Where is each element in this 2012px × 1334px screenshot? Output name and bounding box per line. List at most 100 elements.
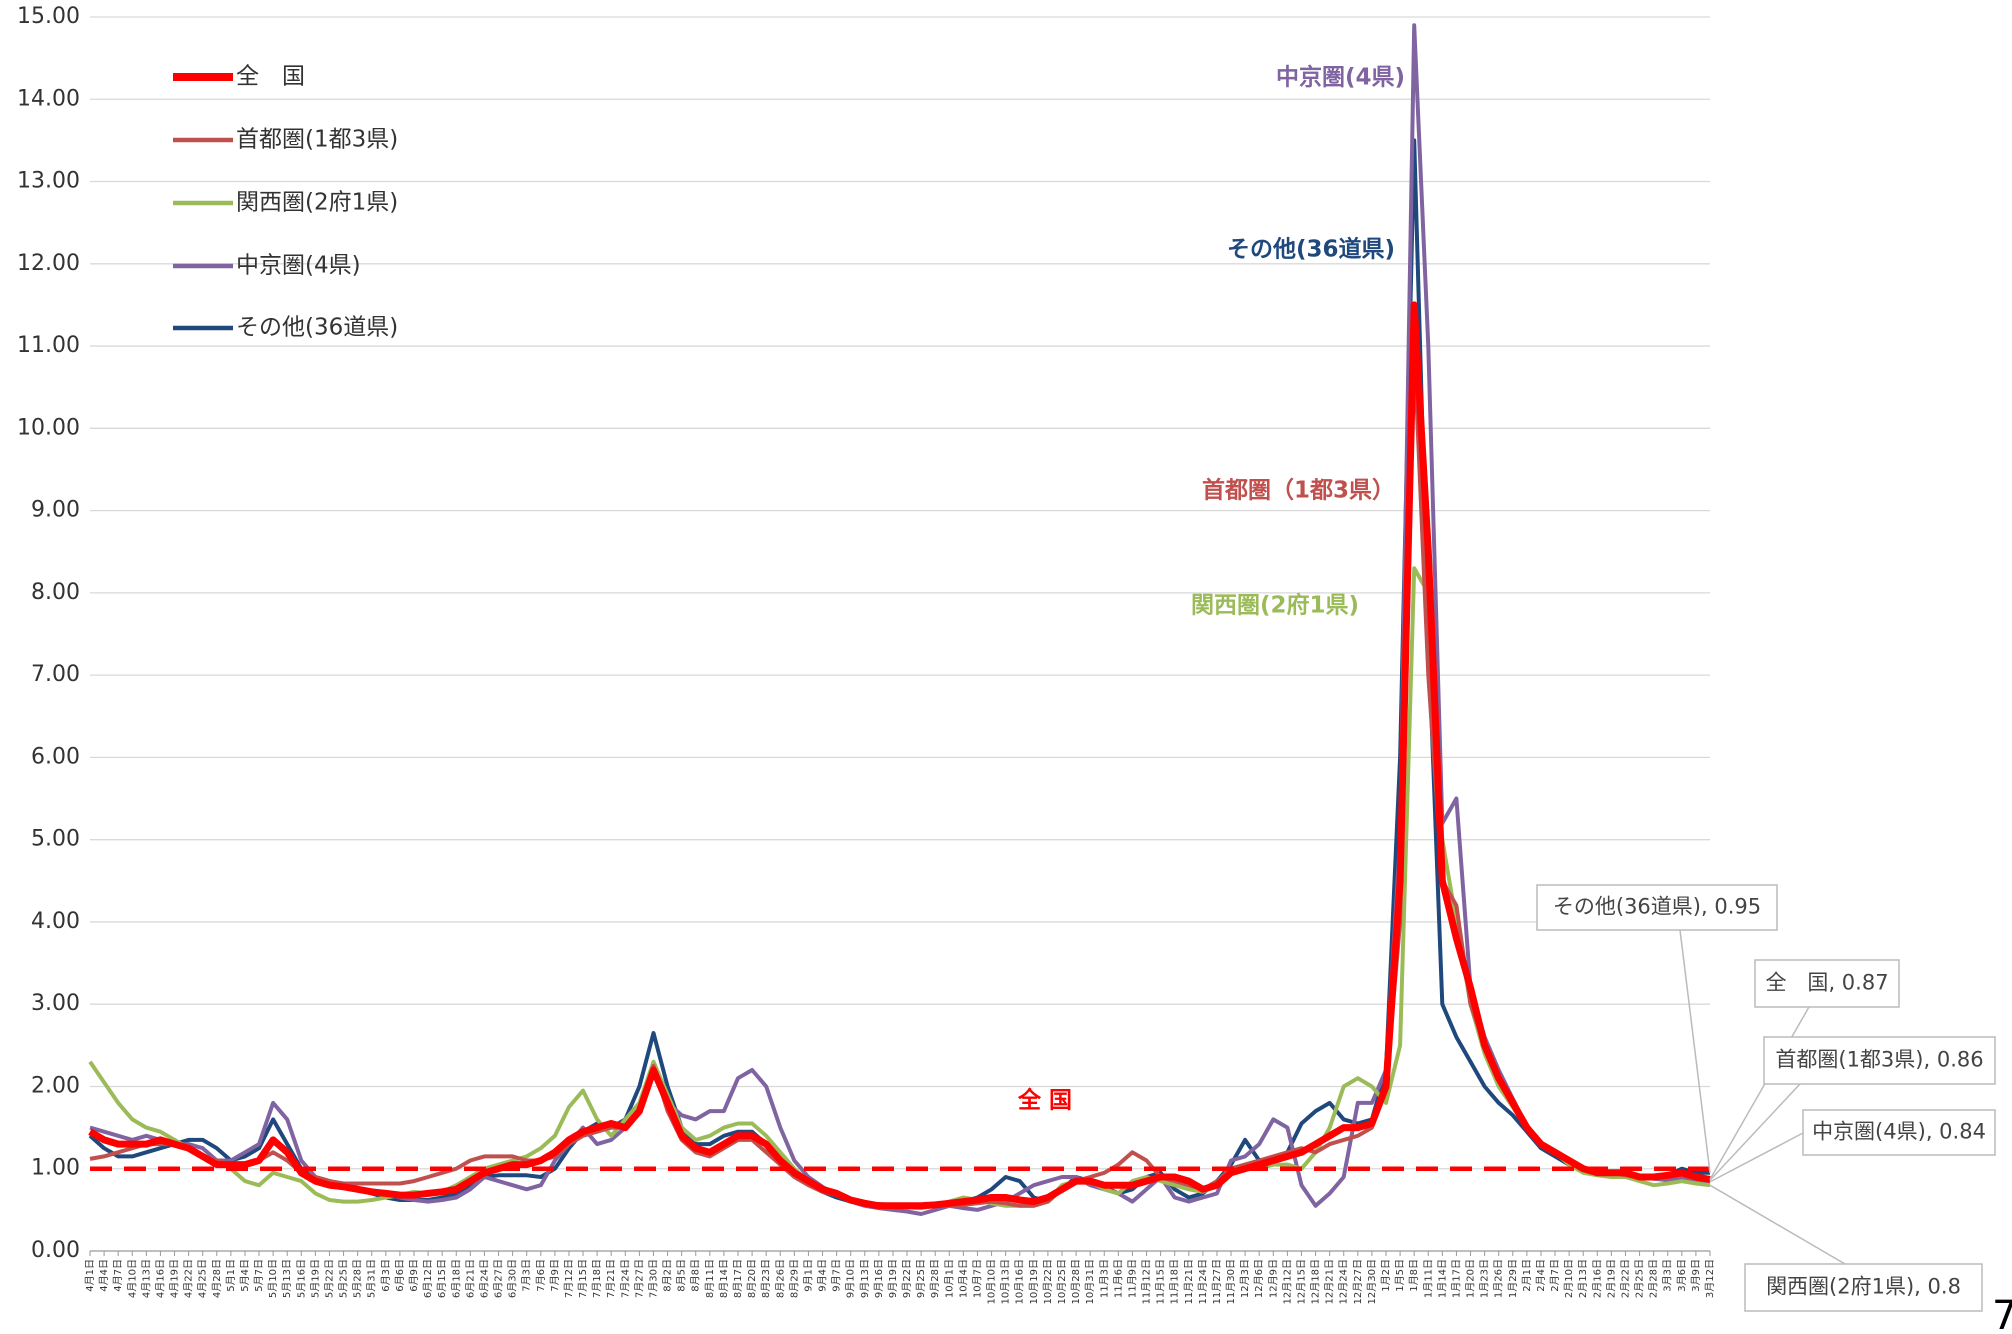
x-tick-label: 1月23日 xyxy=(1479,1259,1491,1298)
x-tick-label: 10月25日 xyxy=(1056,1259,1068,1304)
x-tick-label: 10月19日 xyxy=(1028,1259,1040,1304)
x-tick-label: 5月22日 xyxy=(323,1259,335,1298)
x-tick-label: 9月4日 xyxy=(817,1259,829,1292)
x-tick-label: 5月4日 xyxy=(239,1259,251,1292)
annotation: 中京圏(4県) xyxy=(1276,64,1405,91)
series-line xyxy=(88,301,1711,1210)
x-tick-label: 11月27日 xyxy=(1211,1259,1223,1304)
callout-leader xyxy=(1709,1083,1801,1181)
callout-name: 首都圏(1都3県) xyxy=(1775,1048,1923,1072)
x-tick-label: 7月12日 xyxy=(563,1259,575,1298)
x-tick-label: 10月7日 xyxy=(971,1259,983,1298)
callout-value: 0.84 xyxy=(1939,1120,1986,1144)
x-tick-label: 10月31日 xyxy=(1084,1259,1096,1304)
x-tick-label: 12月30日 xyxy=(1366,1259,1378,1304)
callout-box xyxy=(1536,884,1778,931)
callout-value: 0.86 xyxy=(1937,1048,1984,1072)
x-tick-label: 2月22日 xyxy=(1619,1259,1631,1298)
x-tick-label: 6月6日 xyxy=(394,1259,406,1292)
annotation: 関西圏(2府1県) xyxy=(1191,592,1359,619)
x-tick-label: 7月6日 xyxy=(535,1259,547,1292)
series-line xyxy=(89,344,1711,1208)
x-tick-label: 4月7日 xyxy=(112,1259,124,1292)
y-tick-label: 1.00 xyxy=(31,1156,80,1181)
x-tick-label: 7月3日 xyxy=(521,1259,533,1292)
x-tick-label: 7月15日 xyxy=(577,1259,589,1298)
legend-label: 首都圏(1都3県) xyxy=(236,127,398,153)
x-tick-label: 3月6日 xyxy=(1676,1259,1688,1292)
x-tick-label: 10月22日 xyxy=(1042,1259,1054,1304)
y-tick-label: 9.00 xyxy=(31,498,80,523)
x-tick-label: 12月21日 xyxy=(1324,1259,1336,1304)
x-tick-label: 8月29日 xyxy=(788,1259,800,1298)
x-tick-label: 6月21日 xyxy=(464,1259,476,1298)
callout-label: その他(36道県), 0.95 xyxy=(1553,895,1761,919)
x-tick-label: 1月26日 xyxy=(1493,1259,1505,1298)
x-tick-label: 11月12日 xyxy=(1141,1259,1153,1304)
callout-name: 関西圏(2府1県) xyxy=(1766,1275,1914,1299)
x-tick-label: 11月30日 xyxy=(1225,1259,1237,1304)
callout-value: 0.95 xyxy=(1714,895,1761,919)
x-tick-label: 6月12日 xyxy=(422,1259,434,1298)
x-tick-label: 5月31日 xyxy=(366,1259,378,1298)
callout-box xyxy=(1754,959,1900,1008)
y-tick-label: 14.00 xyxy=(17,86,80,111)
x-tick-label: 11月24日 xyxy=(1197,1259,1209,1304)
x-tick-label: 5月25日 xyxy=(338,1259,350,1298)
callout-sep: , xyxy=(1923,1048,1936,1072)
callout-leader xyxy=(1709,1132,1804,1183)
x-tick-label: 12月3日 xyxy=(1239,1259,1251,1298)
x-tick-label: 6月24日 xyxy=(478,1259,490,1298)
callout-label: 首都圏(1都3県), 0.86 xyxy=(1775,1048,1983,1072)
y-tick-label: 11.00 xyxy=(17,333,80,358)
callout-box xyxy=(1802,1109,1996,1156)
x-tick-label: 7月21日 xyxy=(605,1259,617,1298)
y-tick-label: 5.00 xyxy=(31,827,80,852)
x-tick-label: 7月18日 xyxy=(591,1259,603,1298)
x-tick-label: 4月28日 xyxy=(211,1259,223,1298)
x-tick-label: 11月18日 xyxy=(1169,1259,1181,1304)
callout-leader xyxy=(1709,1006,1810,1180)
x-tick-label: 9月22日 xyxy=(901,1259,913,1298)
x-tick-label: 4月4日 xyxy=(98,1259,110,1292)
x-tick-label: 5月10日 xyxy=(267,1259,279,1298)
x-tick-label: 11月3日 xyxy=(1098,1259,1110,1298)
x-tick-label: 12月6日 xyxy=(1253,1259,1265,1298)
x-tick-label: 10月4日 xyxy=(957,1259,969,1298)
x-tick-label: 12月27日 xyxy=(1352,1259,1364,1304)
x-tick-label: 8月5日 xyxy=(676,1259,688,1292)
x-tick-label: 2月25日 xyxy=(1634,1259,1646,1298)
x-tick-label: 1月14日 xyxy=(1436,1259,1448,1298)
x-tick-label: 2月4日 xyxy=(1535,1259,1547,1292)
x-tick-label: 9月25日 xyxy=(915,1259,927,1298)
x-tick-label: 8月23日 xyxy=(760,1259,772,1298)
x-tick-label: 12月12日 xyxy=(1281,1259,1293,1304)
y-tick-label: 15.00 xyxy=(17,4,80,29)
x-tick-label: 9月7日 xyxy=(831,1259,843,1292)
callout-name: 全 国 xyxy=(1765,971,1828,995)
callout-label: 関西圏(2府1県), 0.8 xyxy=(1766,1275,1961,1299)
x-tick-label: 10月13日 xyxy=(1000,1259,1012,1304)
x-tick-label: 12月9日 xyxy=(1267,1259,1279,1298)
x-tick-label: 2月10日 xyxy=(1563,1259,1575,1298)
y-tick-label: 2.00 xyxy=(31,1073,80,1098)
x-tick-label: 8月26日 xyxy=(774,1259,786,1298)
x-tick-label: 2月1日 xyxy=(1521,1259,1533,1292)
x-tick-label: 5月13日 xyxy=(281,1259,293,1298)
x-tick-label: 3月3日 xyxy=(1662,1259,1674,1292)
legend-label: その他(36道県) xyxy=(236,315,398,341)
x-tick-label: 4月13日 xyxy=(140,1259,152,1298)
x-tick-label: 2月19日 xyxy=(1605,1259,1617,1298)
x-tick-label: 6月9日 xyxy=(408,1259,420,1292)
x-tick-label: 8月11日 xyxy=(704,1259,716,1298)
callout-value: 0.8 xyxy=(1928,1275,1961,1299)
x-tick-label: 1月29日 xyxy=(1507,1259,1519,1298)
x-tick-label: 7月24日 xyxy=(619,1259,631,1298)
y-tick-label: 13.00 xyxy=(17,169,80,194)
x-tick-label: 9月19日 xyxy=(887,1259,899,1298)
y-tick-label: 12.00 xyxy=(17,251,80,276)
callout-sep: , xyxy=(1701,895,1714,919)
callout-label: 全 国, 0.87 xyxy=(1765,971,1888,995)
x-tick-label: 6月30日 xyxy=(507,1259,519,1298)
